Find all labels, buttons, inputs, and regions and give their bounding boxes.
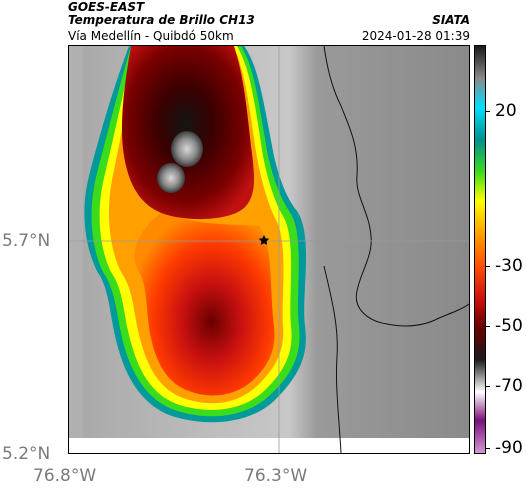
colorbar-tick [485,326,490,327]
colorbar [474,45,486,454]
colorbar-label: -70 [495,376,523,396]
map-canvas [69,46,469,453]
borders [323,46,469,453]
title: GOES-EAST [68,0,145,14]
lon-tick-label: 76.3°W [244,466,308,486]
nodata-strip [69,438,469,453]
colorbar-tick [485,266,490,267]
cloud-system [84,46,307,423]
lat-tick-label: 5.2°N [2,444,51,464]
subtitle: Temperatura de Brillo CH13 [68,13,255,27]
colorbar-label: -90 [495,438,523,458]
region-label: Vía Medellín - Quibdó 50km [68,29,234,43]
colorbar-label: -30 [495,256,523,276]
lon-tick-label: 76.8°W [33,466,97,486]
satellite-map[interactable] [68,45,470,454]
brand-label: SIATA [432,13,470,27]
star-icon [258,235,270,245]
colorbar-tick [485,111,490,112]
colorbar-label: -50 [495,316,523,336]
colorbar-tick [485,386,490,387]
nodata-left-edge [69,46,83,438]
lat-tick-label: 5.7°N [2,231,51,251]
colorbar-label: 20 [495,101,517,121]
timestamp: 2024-01-28 01:39 [361,29,470,43]
colorbar-tick [485,448,490,449]
